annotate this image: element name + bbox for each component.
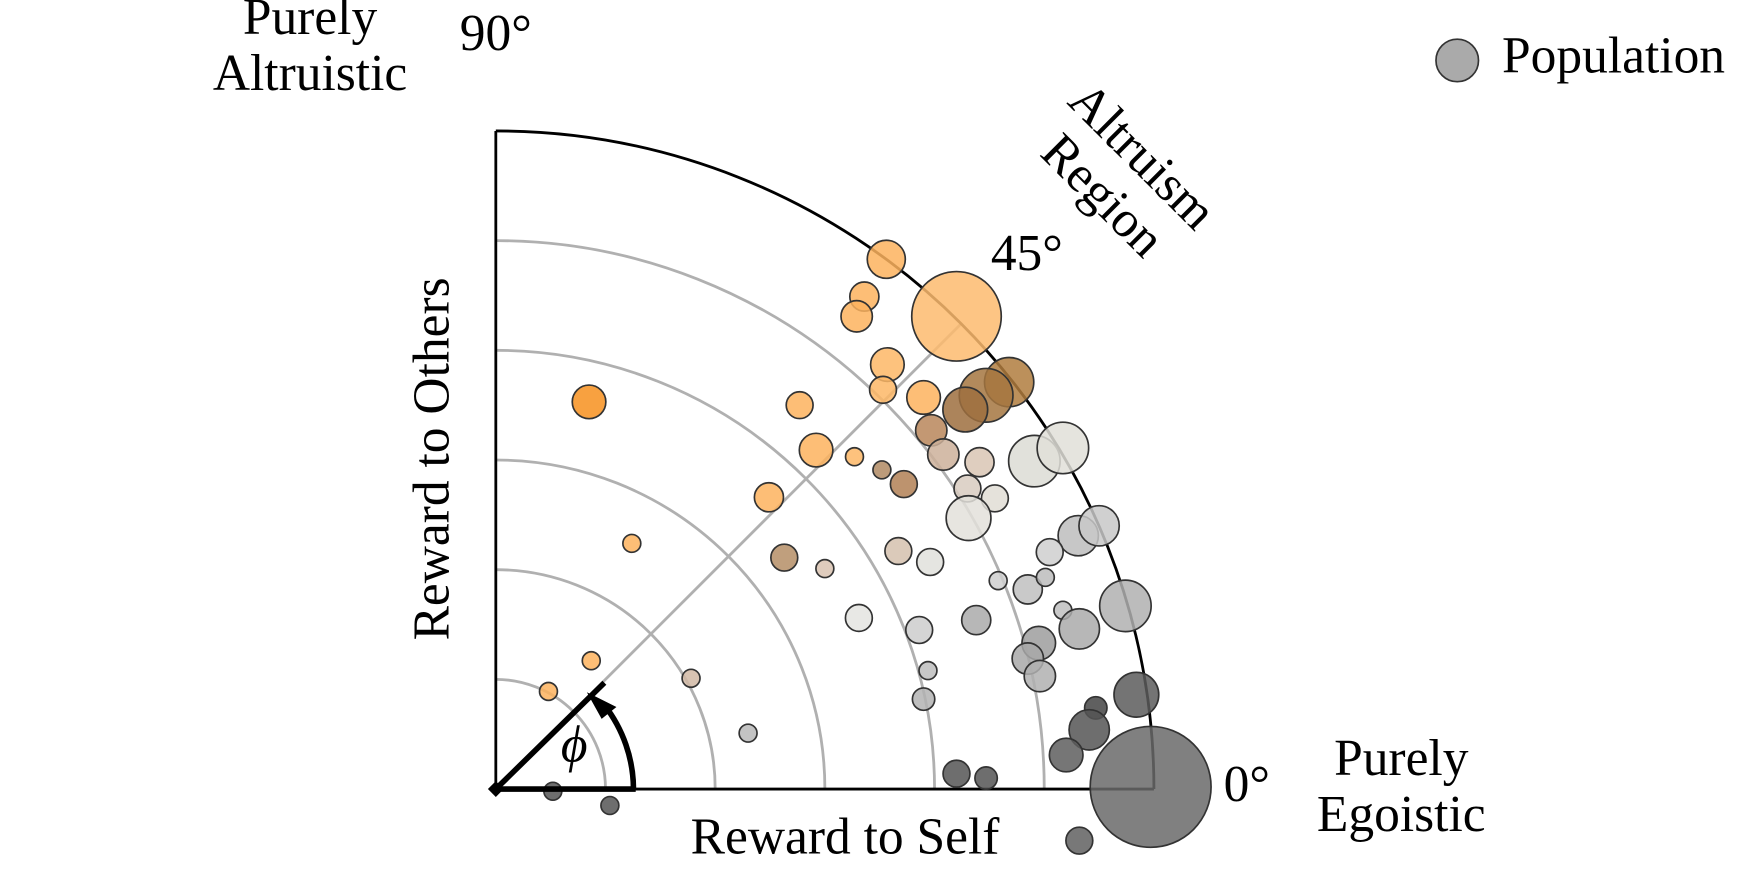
phi-arrowhead (586, 692, 617, 719)
data-point (889, 469, 919, 499)
data-point (581, 650, 602, 671)
data-point (770, 543, 799, 572)
data-point (866, 239, 907, 280)
data-point (945, 494, 992, 542)
data-point (910, 270, 1003, 362)
data-point (538, 681, 559, 702)
data-point (571, 384, 607, 420)
corner-label: Altruistic (213, 45, 407, 102)
data-point (904, 615, 934, 645)
data-point (1089, 725, 1212, 849)
data-point (1036, 421, 1090, 475)
data-point (1035, 567, 1056, 588)
legend: Population (1435, 27, 1725, 84)
data-point (844, 446, 865, 467)
phi-indicator: ϕ (487, 680, 637, 797)
phi-arc (602, 703, 637, 790)
corner-label: Purely (243, 0, 378, 46)
phi-label: ϕ (561, 717, 588, 774)
data-point (1065, 826, 1094, 855)
x-axis-label: Reward to Self (691, 808, 1001, 865)
angle-tick-label: 0° (1224, 756, 1270, 813)
data-point (960, 604, 992, 636)
data-point (1113, 671, 1160, 718)
data-point (1035, 537, 1064, 567)
data-point (1068, 708, 1111, 751)
phi-line (493, 680, 607, 792)
legend-label: Population (1502, 27, 1725, 84)
data-point (964, 446, 995, 478)
data-point (753, 481, 785, 513)
data-point (918, 660, 938, 681)
data-point (915, 547, 945, 577)
data-point (926, 438, 960, 472)
legend-marker (1435, 38, 1480, 83)
data-point (600, 795, 620, 816)
data-point (872, 460, 892, 480)
data-point (785, 390, 814, 420)
corner-label: Purely (1334, 730, 1469, 787)
data-point (1058, 607, 1101, 650)
data-point (840, 299, 874, 333)
data-point (1012, 574, 1044, 605)
data-point (884, 536, 913, 566)
data-point (1078, 504, 1121, 547)
data-point (798, 432, 834, 468)
data-point (815, 558, 835, 579)
data-point (844, 603, 874, 633)
data-point (980, 484, 1010, 513)
data-point (622, 533, 642, 554)
data-point (905, 379, 942, 416)
angle-tick-label: 45° (991, 225, 1063, 282)
data-point (681, 668, 701, 689)
data-point (1048, 737, 1084, 773)
data-point (868, 375, 898, 405)
angle-tick-label: 90° (460, 5, 532, 62)
data-point (911, 687, 936, 712)
corner-label: Egoistic (1317, 786, 1486, 843)
data-point (1098, 579, 1152, 633)
data-point (738, 723, 758, 743)
data-point (988, 570, 1008, 591)
data-point (1023, 659, 1057, 693)
data-point (974, 766, 999, 791)
y-axis-label: Reward to Others (403, 277, 460, 640)
data-point (942, 759, 971, 788)
points (538, 239, 1212, 855)
data-point (942, 386, 989, 433)
